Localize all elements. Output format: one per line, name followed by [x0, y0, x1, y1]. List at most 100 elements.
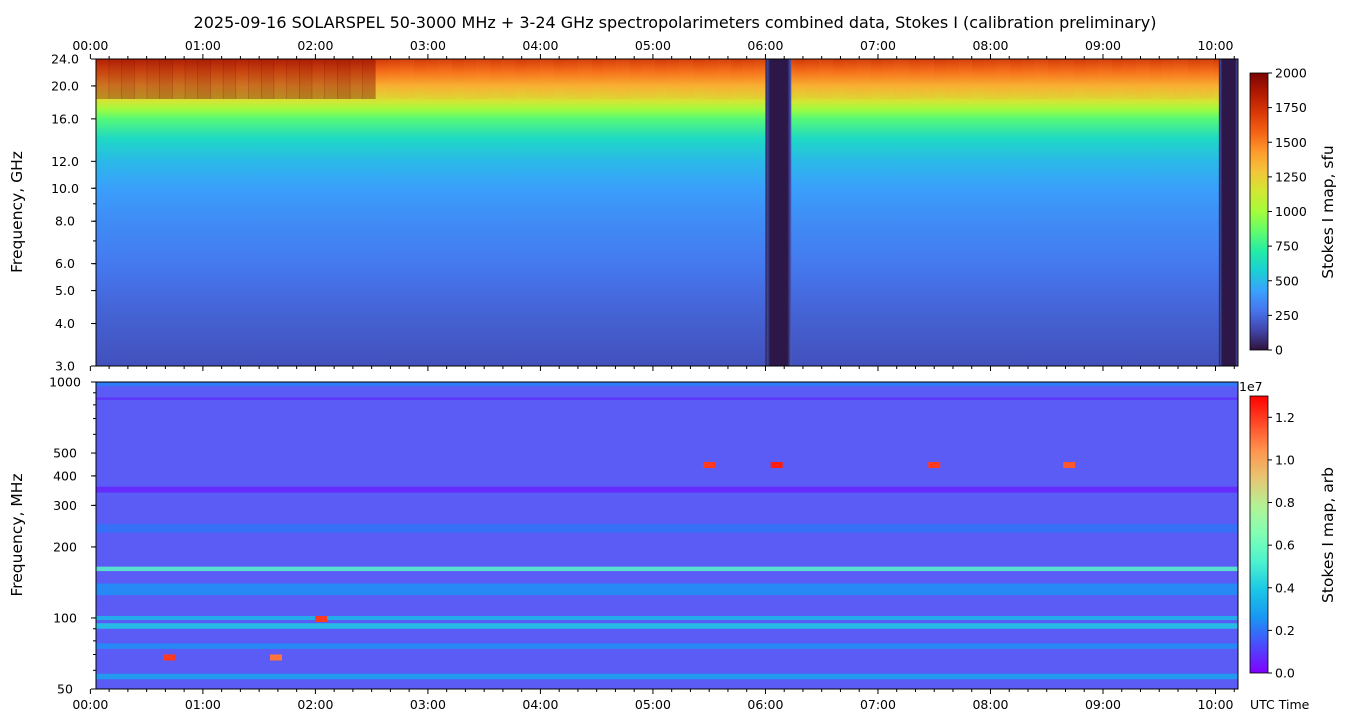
- upper-texture-strip: [489, 59, 503, 99]
- upper-texture-strip: [1149, 59, 1163, 99]
- upper-texture-strip: [248, 59, 262, 99]
- upper-texture-strip: [971, 59, 985, 99]
- upper-texture-strip: [235, 59, 249, 99]
- upper-texture-strip: [375, 59, 389, 99]
- upper-panel: 3.0 4.0 5.0 6.0 8.0 10.0 12.0 16.0 20.0 24.0 00:0…: [8, 38, 1239, 374]
- x-tick-label: 02:00: [297, 38, 333, 53]
- upper-texture-strip: [400, 59, 414, 99]
- colorbar-tick-label: 0.8: [1275, 495, 1295, 510]
- lower-band: [96, 486, 1238, 493]
- colorbar-tick-label: 1250: [1275, 169, 1307, 184]
- lower-band: [96, 583, 1238, 596]
- upper-texture-strip: [502, 59, 516, 99]
- upper-spectrum-marks: [96, 59, 1238, 366]
- upper-texture-strip: [996, 59, 1011, 99]
- upper-texture-strip: [870, 59, 884, 99]
- upper-texture-strip: [362, 59, 376, 99]
- colorbar-tick-label: 1.0: [1275, 452, 1295, 467]
- lower-plot-frame: [95, 381, 1239, 690]
- x-tick-label: 08:00: [972, 38, 1008, 53]
- colorbar-tick-label: 0.2: [1275, 623, 1295, 638]
- upper-texture-strip: [641, 59, 655, 99]
- lower-band: [96, 566, 1238, 572]
- upper-data-gap: [1218, 59, 1238, 366]
- y-tick-label: 500: [53, 446, 77, 461]
- upper-texture-strip: [1136, 59, 1150, 99]
- x-tick-label: 01:00: [185, 38, 221, 53]
- x-tick-label: 00:00: [72, 38, 108, 53]
- upper-texture-strip: [184, 59, 199, 99]
- upper-texture-strip: [895, 59, 909, 99]
- lower-burst: [928, 461, 941, 468]
- lower-colorbar-ticks: 0.0 0.2 0.4 0.6 0.8 1.0 1.2: [1268, 410, 1295, 681]
- lower-x-ticks: 00:00 01:00 02:00 03:00 04:00 05:00 06:00 07:00…: [72, 689, 1235, 712]
- upper-texture-strip: [337, 59, 351, 99]
- upper-texture-strip: [476, 59, 490, 99]
- upper-texture-strip: [628, 59, 643, 99]
- y-tick-label: 6.0: [55, 256, 75, 271]
- y-tick-label: 12.0: [51, 154, 79, 169]
- upper-texture-strip: [172, 59, 186, 99]
- upper-texture-strip: [1098, 59, 1112, 99]
- upper-texture-strip: [527, 59, 541, 99]
- upper-texture-strip: [654, 59, 668, 99]
- x-tick-label: 10:00: [1197, 38, 1233, 53]
- y-tick-label: 5.0: [55, 283, 75, 298]
- y-tick-label: 3.0: [55, 359, 75, 374]
- upper-data-gap: [765, 59, 792, 366]
- upper-x-ticks-bottom: [89, 366, 1235, 371]
- y-tick-label: 8.0: [55, 214, 75, 229]
- upper-texture-strip: [134, 59, 148, 99]
- lower-burst: [1063, 461, 1076, 468]
- upper-texture-strip: [1111, 59, 1125, 99]
- upper-texture-strip: [1073, 59, 1087, 99]
- colorbar-tick-label: 500: [1275, 273, 1299, 288]
- colorbar-tick-label: 2000: [1275, 66, 1307, 81]
- upper-texture-strip: [273, 59, 287, 99]
- upper-texture-strip: [451, 59, 465, 99]
- time-axis-label: UTC Time: [1250, 697, 1310, 712]
- upper-texture-strip: [1022, 59, 1036, 99]
- upper-texture-strip: [96, 59, 110, 99]
- x-tick-label: 04:00: [522, 38, 558, 53]
- upper-texture-strip: [1047, 59, 1061, 99]
- y-tick-label: 24.0: [51, 52, 79, 67]
- lower-burst: [770, 461, 783, 468]
- upper-texture-strip: [1009, 59, 1023, 99]
- lower-spectrum-marks: [96, 382, 1238, 680]
- upper-texture-strip: [222, 59, 237, 99]
- upper-texture-strip: [844, 59, 858, 99]
- y-tick-label: 20.0: [51, 78, 79, 93]
- lower-colorbar: 0.0 0.2 0.4 0.6 0.8 1.0 1.2 1e7 Stokes I map, …: [1239, 379, 1337, 681]
- y-tick-label: 300: [53, 498, 77, 513]
- lower-burst: [703, 461, 716, 468]
- upper-texture-strip: [717, 59, 731, 99]
- colorbar-tick-label: 750: [1275, 239, 1299, 254]
- upper-texture-strip: [705, 59, 719, 99]
- upper-x-ticks-top: 00:00 01:00 02:00 03:00 04:00 05:00 06:00 07:00…: [72, 38, 1235, 59]
- upper-colorbar-ticks: 0 250 500 750 1000 1250 1500 1750 2000: [1268, 66, 1307, 358]
- lower-burst: [163, 654, 176, 661]
- colorbar-tick-label: 250: [1275, 308, 1299, 323]
- lower-colorbar-scale-note: 1e7: [1239, 379, 1263, 394]
- colorbar-tick-label: 1500: [1275, 135, 1307, 150]
- lower-y-ticks: 50 100 200 300 400 500 1000: [49, 375, 96, 697]
- upper-plot-frame: [95, 58, 1239, 367]
- upper-texture-strip: [146, 59, 160, 99]
- upper-colorbar-bar: [1249, 72, 1269, 351]
- colorbar-tick-label: 1750: [1275, 100, 1307, 115]
- lower-band: [96, 643, 1238, 649]
- upper-spectrum-background: [96, 59, 1238, 366]
- y-tick-label: 10.0: [51, 181, 79, 196]
- lower-band: [96, 673, 1238, 680]
- x-tick-label: 04:00: [522, 697, 558, 712]
- upper-texture-strip: [616, 59, 630, 99]
- upper-texture-strip: [1085, 59, 1099, 99]
- x-tick-label: 09:00: [1085, 38, 1121, 53]
- upper-texture-strip: [514, 59, 528, 99]
- x-tick-label: 07:00: [860, 697, 896, 712]
- upper-texture-strip: [578, 59, 592, 99]
- upper-texture-strip: [108, 59, 122, 99]
- upper-texture-strip: [565, 59, 579, 99]
